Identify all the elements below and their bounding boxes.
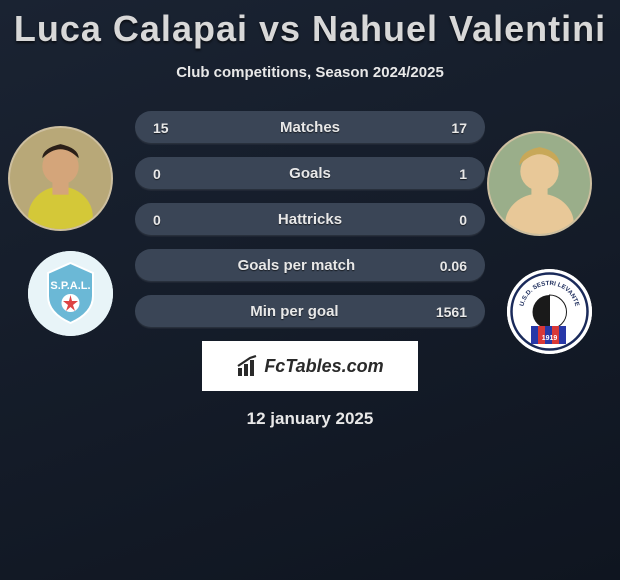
stat-p2-value: 1561: [436, 304, 467, 320]
player2-avatar: [487, 131, 592, 236]
stat-row: Goals per match 0.06: [135, 249, 485, 282]
stat-p2-value: 0: [459, 212, 467, 228]
stat-label: Goals per match: [238, 257, 356, 274]
player2-club-logo: 1919U.S.D. SESTRI LEVANTE: [507, 269, 592, 354]
player1-club-logo: S.P.A.L.: [28, 251, 113, 336]
stat-row: Min per goal 1561: [135, 295, 485, 328]
stat-row: 0 Hattricks 0: [135, 203, 485, 236]
subtitle: Club competitions, Season 2024/2025: [0, 64, 620, 81]
chart-icon: [236, 354, 260, 378]
stat-label: Goals: [289, 165, 331, 182]
stat-p2-value: 17: [451, 120, 467, 136]
branding-text: FcTables.com: [264, 356, 383, 377]
stats-rows: 15 Matches 17 0 Goals 1 0 Hattricks 0 Go…: [135, 111, 485, 328]
stat-p1-value: 15: [153, 120, 169, 136]
svg-text:1919: 1919: [542, 335, 558, 342]
stat-p2-value: 1: [459, 166, 467, 182]
stat-p1-value: 0: [153, 212, 161, 228]
svg-text:S.P.A.L.: S.P.A.L.: [50, 280, 90, 292]
stat-label: Hattricks: [278, 211, 342, 228]
stat-row: 0 Goals 1: [135, 157, 485, 190]
stat-p1-value: 0: [153, 166, 161, 182]
date-text: 12 january 2025: [0, 409, 620, 429]
branding-badge: FcTables.com: [202, 341, 418, 391]
stat-label: Min per goal: [250, 303, 338, 320]
stat-row: 15 Matches 17: [135, 111, 485, 144]
page-title: Luca Calapai vs Nahuel Valentini: [0, 0, 620, 50]
stat-p2-value: 0.06: [440, 258, 467, 274]
stat-label: Matches: [280, 119, 340, 136]
player1-avatar: [8, 126, 113, 231]
comparison-content: S.P.A.L. 1919U.S.D. SESTRI LEVANTE 15 Ma…: [0, 111, 620, 429]
